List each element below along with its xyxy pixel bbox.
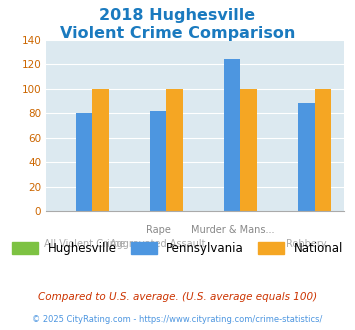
Legend: Hughesville, Pennsylvania, National: Hughesville, Pennsylvania, National [7, 237, 348, 260]
Text: Compared to U.S. average. (U.S. average equals 100): Compared to U.S. average. (U.S. average … [38, 292, 317, 302]
Bar [240, 89, 257, 211]
Text: All Violent Crime: All Violent Crime [44, 239, 125, 249]
Bar [298, 103, 315, 211]
Text: Rape: Rape [146, 225, 171, 235]
Text: Murder & Mans...: Murder & Mans... [191, 225, 274, 235]
Text: Robbery: Robbery [286, 239, 327, 249]
Bar [224, 59, 240, 211]
Text: 2018 Hughesville: 2018 Hughesville [99, 8, 256, 23]
Bar [315, 89, 331, 211]
Bar [150, 111, 166, 211]
Bar [92, 89, 109, 211]
Text: © 2025 CityRating.com - https://www.cityrating.com/crime-statistics/: © 2025 CityRating.com - https://www.city… [32, 315, 323, 324]
Text: Aggravated Assault: Aggravated Assault [110, 239, 206, 249]
Text: Violent Crime Comparison: Violent Crime Comparison [60, 26, 295, 41]
Bar [224, 118, 240, 211]
Bar [76, 113, 92, 211]
Bar [166, 89, 183, 211]
